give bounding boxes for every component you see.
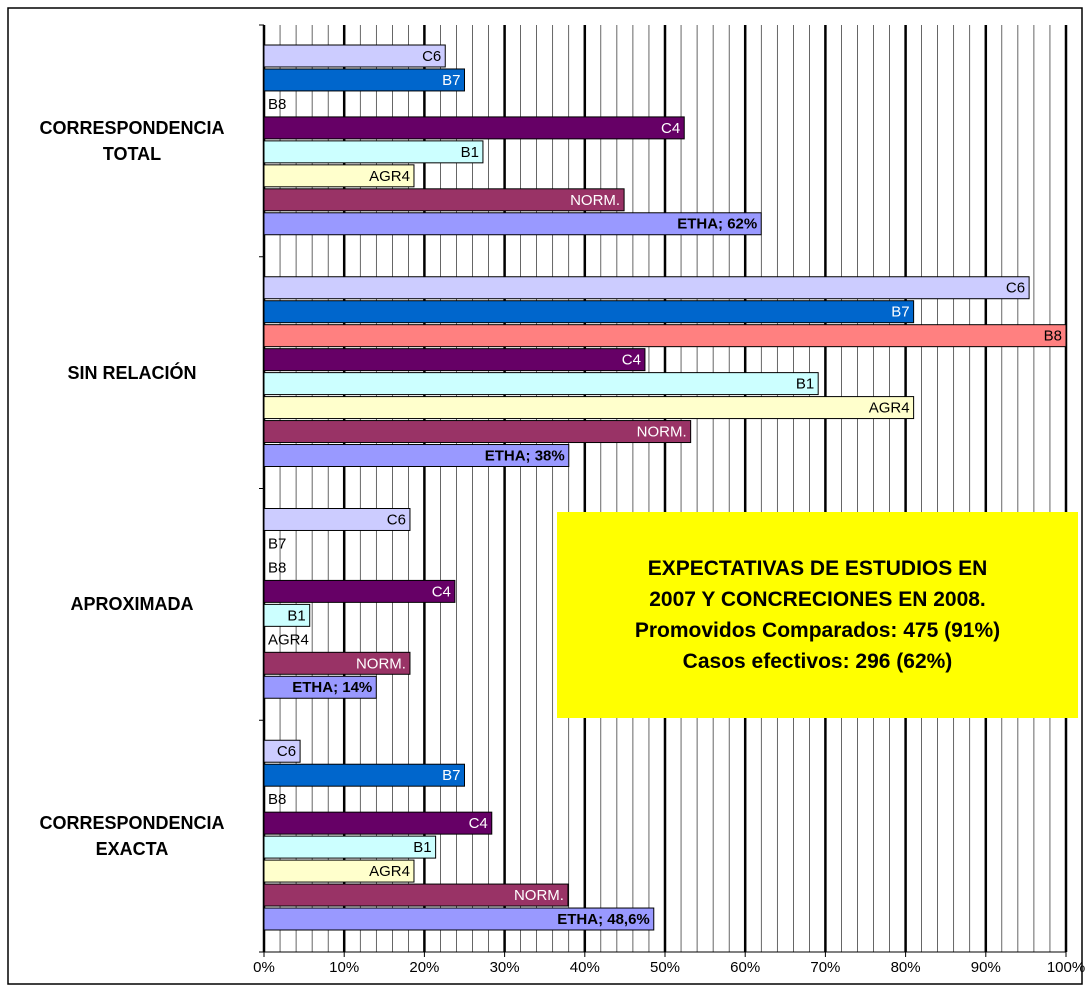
data-label: NORM. — [570, 192, 620, 209]
data-label: NORM. — [637, 424, 687, 441]
x-tick-label: 70% — [810, 959, 840, 976]
x-tick-label: 90% — [971, 959, 1001, 976]
data-label: AGR4 — [268, 631, 309, 648]
category-label: CORRESPONDENCIA EXACTA — [39, 813, 225, 860]
bar — [263, 188, 625, 212]
x-tick-label: 60% — [730, 959, 760, 976]
data-label: B8 — [268, 96, 286, 113]
bar — [263, 859, 415, 883]
data-label: ETHA; 38% — [485, 447, 565, 464]
data-label: B1 — [413, 839, 431, 856]
bar — [263, 651, 411, 675]
data-label: B8 — [268, 559, 286, 576]
data-label: ETHA; 62% — [677, 216, 757, 233]
bar — [263, 396, 915, 420]
bar — [263, 675, 377, 699]
bar — [263, 603, 311, 627]
bar — [263, 763, 465, 787]
data-label: C6 — [422, 48, 441, 65]
data-label: B7 — [891, 304, 909, 321]
bar — [263, 164, 415, 188]
x-tick-label: 100% — [1047, 959, 1085, 976]
data-label: B7 — [268, 535, 286, 552]
bar — [263, 372, 819, 396]
annotation-line: Promovidos Comparados: 475 (91%) — [634, 619, 1001, 642]
x-tick-label: 0% — [253, 959, 275, 976]
bar — [263, 116, 685, 140]
bar — [263, 907, 655, 931]
data-label: B7 — [442, 767, 460, 784]
category-label: CORRESPONDENCIA TOTAL — [39, 117, 225, 164]
annotation-line: EXPECTATIVAS DE ESTUDIOS EN — [647, 557, 988, 580]
data-label: C4 — [432, 583, 451, 600]
bar — [263, 835, 437, 859]
x-tick-label: 40% — [570, 959, 600, 976]
data-label: NORM. — [356, 655, 406, 672]
bar — [263, 444, 570, 467]
x-tick-label: 20% — [409, 959, 439, 976]
bar — [263, 140, 484, 164]
category-label: APROXIMADA — [70, 594, 194, 615]
data-label: C6 — [387, 511, 406, 528]
annotation-box: EXPECTATIVAS DE ESTUDIOS EN 2007 Y CONCRE… — [557, 512, 1078, 718]
bar — [263, 68, 465, 92]
data-label: C4 — [622, 352, 641, 369]
data-label: C6 — [1006, 280, 1025, 297]
data-label: NORM. — [514, 887, 564, 904]
bar — [263, 300, 915, 324]
bar — [263, 811, 493, 835]
data-label: B1 — [287, 607, 305, 624]
x-tick-label: 80% — [891, 959, 921, 976]
bar — [263, 739, 301, 763]
x-tick-label: 30% — [490, 959, 520, 976]
bar — [263, 44, 446, 68]
data-label: C6 — [277, 743, 296, 760]
x-tick-label: 50% — [650, 959, 680, 976]
bar — [263, 883, 569, 907]
category-label: SIN RELACIÓN — [67, 362, 197, 383]
bar — [263, 276, 1030, 300]
data-label: AGR4 — [869, 400, 910, 417]
data-label: B1 — [461, 144, 479, 161]
bar — [263, 348, 646, 372]
data-label: B8 — [1044, 328, 1062, 345]
bar — [263, 212, 762, 236]
annotation-line: 2007 Y CONCRECIONES EN 2008. — [649, 588, 986, 611]
data-label: ETHA; 14% — [292, 679, 372, 696]
x-tick-label: 10% — [329, 959, 359, 976]
data-label: B1 — [796, 376, 814, 393]
annotation-line: Casos efectivos: 296 (62%) — [682, 650, 953, 673]
bar — [263, 420, 692, 444]
data-label: AGR4 — [369, 168, 410, 185]
data-label: C4 — [661, 120, 680, 137]
data-label: B7 — [442, 72, 460, 89]
data-label: B8 — [268, 791, 286, 808]
chart-border — [7, 7, 1083, 985]
data-label: AGR4 — [369, 863, 410, 880]
data-label: C4 — [469, 815, 488, 832]
bar — [263, 324, 1067, 348]
bar — [263, 508, 411, 531]
data-label: ETHA; 48,6% — [557, 911, 650, 928]
bar — [263, 579, 456, 603]
